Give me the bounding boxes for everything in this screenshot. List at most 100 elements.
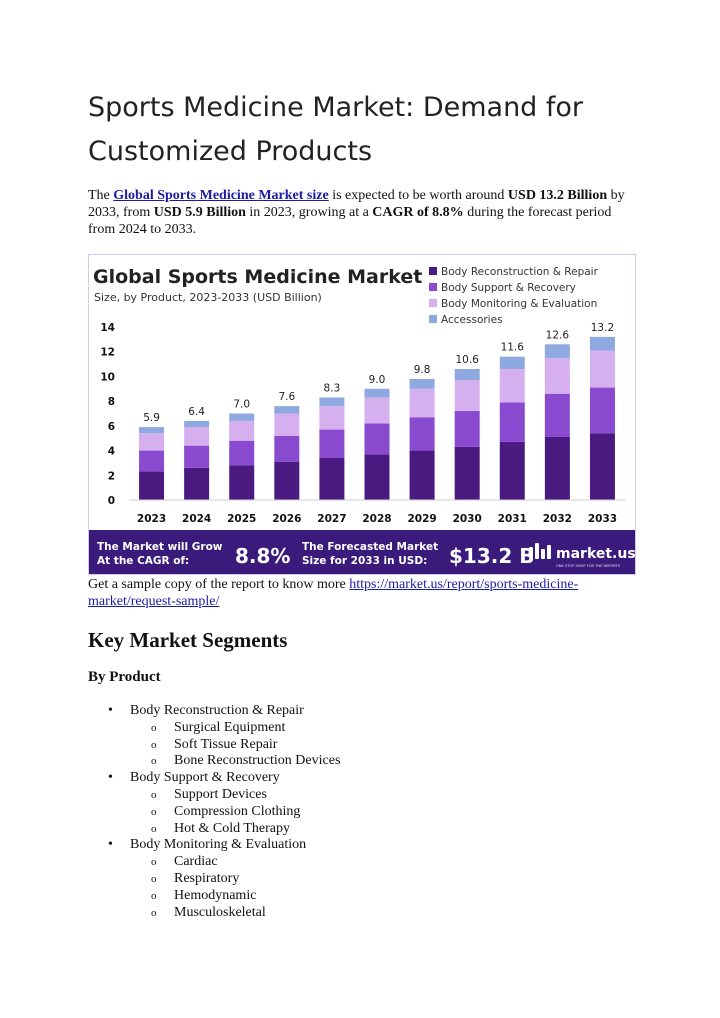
intro-text: The [88, 188, 114, 203]
bar-segment [499, 356, 525, 370]
bar-total-label: 9.0 [369, 374, 386, 386]
sample-report-link[interactable]: https://market.us/report/sports-medicine… [88, 577, 579, 609]
list-item: Body Reconstruction & Repair Surgical Eq… [88, 703, 588, 770]
bar-segment [184, 445, 210, 468]
bar-segment [229, 420, 255, 441]
bars-group: 5.9 6.4 7.0 7.6 8.3 9.0 9.8 10.6 11.6 12.6 13.2 [139, 322, 615, 500]
cagr-label-line1: The Market will Grow [97, 541, 223, 553]
x-axis: 2023 2024 2025 2026 2027 2028 2029 2030 2031 2032… [129, 499, 625, 525]
bar-total-label: 6.4 [188, 406, 205, 418]
bar-segment [229, 440, 255, 466]
bar-segment [274, 413, 300, 436]
legend-label: Body Reconstruction & Repair [441, 266, 599, 278]
market-chart: Global Sports Medicine Market Size, by P… [89, 266, 636, 574]
x-tick-label: 2027 [317, 513, 346, 525]
intro-paragraph: The Global Sports Medicine Market size i… [88, 187, 633, 238]
cagr-label-line2: At the CAGR of: [97, 555, 189, 567]
y-tick-label: 6 [108, 421, 115, 433]
sample-paragraph: Get a sample copy of the report to know … [88, 576, 648, 610]
bar-segment [319, 457, 345, 500]
y-tick-label: 14 [100, 322, 115, 334]
bar-segment [184, 467, 210, 500]
bar-segment [229, 413, 255, 421]
list-item: Compression Clothing [130, 804, 588, 821]
bar-segment [409, 450, 435, 500]
bar-total-label: 13.2 [591, 322, 614, 334]
x-tick-label: 2025 [227, 513, 256, 525]
bar-segment [589, 433, 615, 500]
bar-total-label: 10.6 [455, 354, 479, 366]
bar-segment [184, 420, 210, 428]
bar-segment [364, 388, 390, 398]
list-item: Soft Tissue Repair [130, 737, 588, 754]
market-size-link[interactable]: Global Sports Medicine Market size [113, 188, 329, 203]
legend-label: Body Support & Recovery [441, 282, 576, 294]
segment-label: Body Support & Recovery [130, 770, 280, 786]
segments-list: Body Reconstruction & Repair Surgical Eq… [88, 703, 588, 921]
market-us-logo-icon [529, 543, 551, 559]
bar-segment [364, 454, 390, 500]
bar-total-label: 9.8 [414, 364, 431, 376]
bar-segment [544, 357, 570, 394]
list-item: Hot & Cold Therapy [130, 821, 588, 838]
bar-segment [454, 446, 480, 500]
list-item: Bone Reconstruction Devices [130, 753, 588, 770]
bar-segment [274, 435, 300, 462]
intro-text: is expected to be worth around [328, 188, 508, 203]
bar-total-label: 7.6 [278, 391, 295, 403]
forecast-label-line2: Size for 2033 in USD: [302, 555, 427, 567]
bar-segment [589, 387, 615, 434]
bar-segment [454, 411, 480, 447]
bar-segment [409, 417, 435, 451]
intro-text: by 2033, from [88, 188, 625, 220]
list-item: Body Support & Recovery Support Devices … [88, 770, 588, 837]
stats-banner: The Market will Grow At the CAGR of: 8.8… [89, 530, 636, 574]
bar-segment [274, 461, 300, 500]
intro-text: in 2023, growing at a [245, 205, 373, 220]
intro-bold: USD 5.9 Billion [153, 205, 246, 220]
list-item: Hemodynamic [130, 888, 588, 905]
bar-segment [229, 465, 255, 500]
bar-segment [409, 388, 435, 418]
page-title: Sports Medicine Market: Demand for Custo… [88, 92, 584, 167]
legend-swatch [429, 299, 437, 307]
bar-total-label: 12.6 [546, 329, 570, 341]
list-item: Body Monitoring & Evaluation Cardiac Res… [88, 837, 588, 921]
market-chart-figure: Global Sports Medicine Market Size, by P… [88, 254, 636, 575]
bar-segment [319, 429, 345, 458]
sample-text: Get a sample copy of the report to know … [88, 577, 350, 592]
bar-segment [139, 450, 165, 472]
y-tick-label: 8 [108, 396, 115, 408]
bar-segment [499, 441, 525, 500]
intro-text: during the forecast period from 2024 to … [88, 205, 612, 237]
bar-segment [589, 336, 615, 351]
y-tick-label: 10 [100, 371, 115, 383]
intro-bold: USD 13.2 Billion [507, 188, 608, 203]
sub-list: Cardiac Respiratory Hemodynamic Musculos… [130, 854, 588, 921]
legend-label: Accessories [441, 314, 503, 326]
y-tick-label: 12 [100, 347, 115, 359]
x-tick-label: 2024 [182, 513, 211, 525]
bar-total-label: 7.0 [233, 399, 250, 411]
bar-segment [544, 344, 570, 358]
y-axis: 0 2 4 6 8 10 12 14 [100, 322, 115, 507]
bar-segment [184, 427, 210, 446]
bar-segment [454, 380, 480, 412]
segments-heading: Key Market Segments [88, 628, 288, 652]
list-item: Cardiac [130, 854, 588, 871]
x-tick-label: 2023 [137, 513, 166, 525]
bar-segment [274, 406, 300, 414]
y-tick-label: 4 [108, 446, 115, 458]
bar-segment [499, 402, 525, 442]
bar-segment [454, 369, 480, 381]
bar-segment [364, 397, 390, 424]
bar-total-label: 11.6 [501, 342, 525, 354]
x-tick-label: 2029 [407, 513, 436, 525]
bar-segment [544, 436, 570, 500]
x-tick-label: 2033 [588, 513, 617, 525]
brand-name: market.us [556, 546, 636, 562]
chart-title: Global Sports Medicine Market [93, 266, 422, 288]
forecast-value: $13.2 B [449, 544, 534, 568]
bar-segment [139, 433, 165, 451]
bar-total-label: 8.3 [324, 382, 341, 394]
